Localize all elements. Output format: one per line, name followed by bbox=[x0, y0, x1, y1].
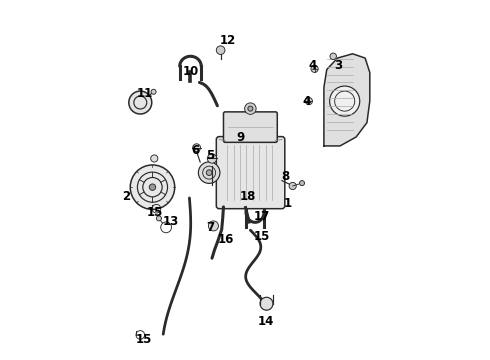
FancyBboxPatch shape bbox=[223, 112, 277, 142]
Circle shape bbox=[130, 165, 175, 210]
Circle shape bbox=[248, 106, 253, 111]
Text: 1: 1 bbox=[283, 197, 292, 210]
Text: 10: 10 bbox=[182, 65, 198, 78]
Text: 7: 7 bbox=[206, 221, 215, 234]
Circle shape bbox=[156, 216, 161, 221]
Circle shape bbox=[129, 91, 152, 114]
Circle shape bbox=[193, 144, 200, 152]
Circle shape bbox=[305, 98, 313, 105]
Text: 13: 13 bbox=[162, 215, 178, 228]
Text: 4: 4 bbox=[302, 95, 311, 108]
Polygon shape bbox=[324, 54, 370, 146]
Text: 6: 6 bbox=[192, 144, 199, 157]
Text: 11: 11 bbox=[137, 87, 153, 100]
Circle shape bbox=[260, 297, 273, 310]
Circle shape bbox=[149, 184, 156, 190]
Circle shape bbox=[216, 46, 225, 54]
Text: 14: 14 bbox=[258, 315, 274, 328]
Circle shape bbox=[206, 170, 212, 176]
Circle shape bbox=[289, 183, 296, 190]
Circle shape bbox=[245, 103, 256, 114]
Text: 3: 3 bbox=[334, 59, 343, 72]
Text: 15: 15 bbox=[254, 230, 270, 243]
Circle shape bbox=[198, 162, 220, 183]
FancyBboxPatch shape bbox=[216, 136, 285, 209]
Circle shape bbox=[330, 86, 360, 116]
Text: 18: 18 bbox=[240, 190, 256, 203]
Text: 15: 15 bbox=[136, 333, 152, 346]
Text: 4: 4 bbox=[308, 59, 317, 72]
Circle shape bbox=[207, 154, 217, 163]
Circle shape bbox=[299, 181, 304, 186]
Text: 12: 12 bbox=[220, 34, 236, 48]
Circle shape bbox=[311, 65, 318, 72]
Circle shape bbox=[151, 89, 156, 94]
Text: 16: 16 bbox=[218, 233, 235, 246]
Text: 9: 9 bbox=[237, 131, 245, 144]
Text: 8: 8 bbox=[281, 170, 289, 183]
Circle shape bbox=[151, 155, 158, 162]
Text: 17: 17 bbox=[254, 210, 270, 223]
Text: 5: 5 bbox=[206, 149, 214, 162]
Text: 2: 2 bbox=[122, 190, 130, 203]
Text: 15: 15 bbox=[147, 207, 163, 220]
Circle shape bbox=[330, 53, 337, 59]
Circle shape bbox=[208, 221, 219, 231]
